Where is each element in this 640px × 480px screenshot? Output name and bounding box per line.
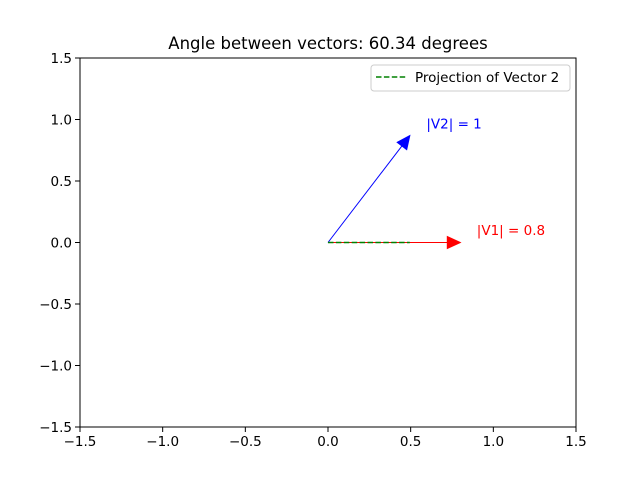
vector-2-shaft [327, 145, 403, 243]
y-tick-label: 1.5 [51, 51, 72, 67]
x-tick-label: 1.5 [565, 434, 586, 450]
y-axis-ticks: −1.5 −1.0 −0.5 0.0 0.5 1.0 1.5 [39, 51, 80, 436]
x-tick-label: 0.5 [400, 434, 421, 450]
vector-1-arrowhead [446, 235, 462, 250]
x-tick-label: −1.5 [64, 434, 97, 450]
y-tick-label: 0.5 [51, 174, 72, 190]
x-tick-label: −0.5 [229, 434, 262, 450]
y-tick-label: −0.5 [39, 297, 72, 313]
vector-1-magnitude-label: |V1| = 0.8 [477, 223, 545, 239]
x-tick-label: 0.0 [317, 434, 338, 450]
legend-box [370, 64, 571, 92]
y-tick-label: 1.0 [51, 113, 72, 129]
legend-label-projection: Projection of Vector 2 [415, 70, 559, 86]
plot-area: |V1| = 0.8 |V2| = 1 [327, 116, 545, 250]
legend: Projection of Vector 2 [370, 64, 571, 92]
vector-2-arrowhead [396, 134, 411, 151]
y-tick-label: 0.0 [51, 236, 72, 252]
y-tick-label: −1.0 [39, 359, 72, 375]
x-tick-label: −1.0 [146, 434, 179, 450]
y-tick-label: −1.5 [39, 420, 72, 436]
chart-title: Angle between vectors: 60.34 degrees [168, 34, 487, 53]
vector-2-magnitude-label: |V2| = 1 [426, 116, 481, 132]
x-axis-ticks: −1.5 −1.0 −0.5 0.0 0.5 1.0 1.5 [64, 427, 587, 450]
x-tick-label: 1.0 [483, 434, 504, 450]
